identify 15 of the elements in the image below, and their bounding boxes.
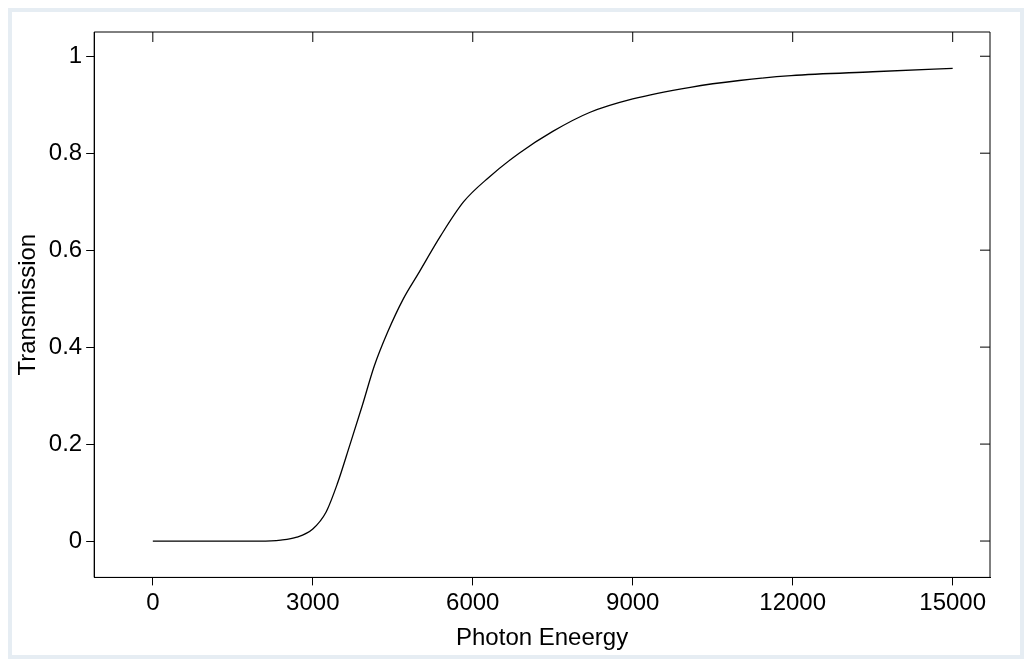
x-tick-label: 9000 — [606, 588, 660, 616]
x-tick-label: 12000 — [759, 588, 827, 616]
y-axis-title: Transmission — [13, 233, 41, 376]
y-tick-label: 0.4 — [48, 331, 83, 359]
y-tick-label: 1 — [68, 40, 83, 68]
x-tick-label: 15000 — [919, 588, 987, 616]
x-tick-label: 6000 — [446, 588, 500, 616]
y-tick-label: 0.6 — [48, 234, 83, 262]
x-tick-label: 3000 — [286, 588, 340, 616]
y-tick-label: 0.2 — [48, 428, 83, 456]
x-axis-title: Photon Eneergy — [456, 623, 629, 651]
y-tick-label: 0 — [68, 525, 83, 553]
y-tick-label: 0.8 — [48, 137, 83, 165]
line-series — [152, 67, 954, 542]
x-tick-label: 0 — [146, 588, 160, 616]
